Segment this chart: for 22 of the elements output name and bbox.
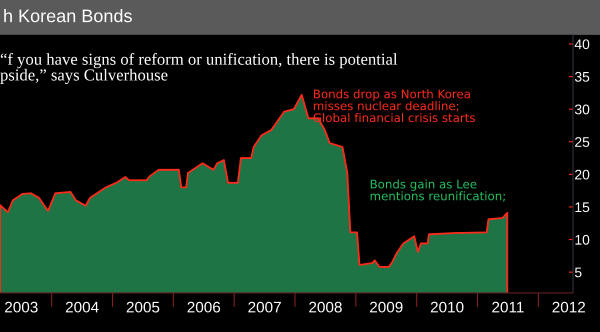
x-tick-label: 2010 (430, 302, 464, 313)
x-tick-label: 2004 (66, 302, 99, 313)
annotation: “f you have signs of reform or unification, there is potential pside,” says Culverhouse (0, 52, 398, 84)
y-tick-label: 40 (574, 39, 590, 50)
y-tick-label: 25 (575, 137, 590, 147)
y-tick-label: 10 (575, 234, 590, 245)
x-tick-label: 2005 (126, 302, 160, 313)
x-tick-label: 2011 (492, 302, 524, 313)
x-tick-label: 2009 (370, 302, 403, 313)
x-tick-label: 2007 (248, 302, 281, 313)
y-tick-label: 30 (574, 104, 590, 114)
x-tick-label: 2003 (5, 302, 38, 313)
annotation: Bonds drop as North Korea misses nuclear deadline; Global financial crisis starts (313, 89, 475, 122)
y-tick-label: 20 (575, 170, 590, 180)
x-tick-label: 2006 (188, 302, 220, 313)
y-tick-label: 35 (574, 72, 590, 82)
chart-title: h Korean Bonds (4, 9, 132, 22)
y-tick-label: 15 (575, 202, 590, 212)
y-tick-label: 5 (574, 268, 582, 278)
x-tick-label: 2008 (309, 302, 342, 313)
x-tick-label: 2012 (552, 302, 585, 313)
annotation: Bonds gain as Lee mentions reunification; (370, 179, 505, 202)
